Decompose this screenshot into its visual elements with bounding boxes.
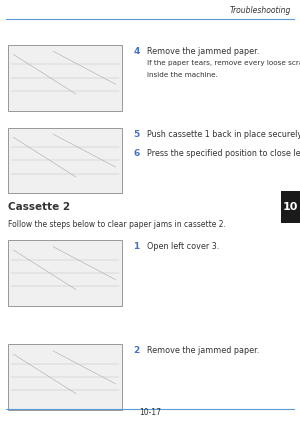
Text: Troubleshooting: Troubleshooting — [230, 6, 291, 15]
Text: Cassette 2: Cassette 2 — [8, 202, 70, 212]
Text: 10: 10 — [283, 202, 298, 212]
Text: 2: 2 — [134, 346, 140, 355]
Bar — [8, 240, 122, 306]
Text: inside the machine.: inside the machine. — [147, 72, 218, 78]
Bar — [8, 128, 122, 193]
Text: Remove the jammed paper.: Remove the jammed paper. — [147, 47, 259, 56]
Bar — [280, 191, 300, 223]
Text: 5: 5 — [134, 130, 140, 139]
Text: 4: 4 — [134, 47, 140, 56]
Text: 1: 1 — [134, 242, 140, 251]
Text: Push cassette 1 back in place securely.: Push cassette 1 back in place securely. — [147, 130, 300, 139]
Text: Open left cover 3.: Open left cover 3. — [147, 242, 219, 251]
Bar — [8, 344, 122, 410]
Text: 6: 6 — [134, 149, 140, 158]
Text: If the paper tears, remove every loose scrap from: If the paper tears, remove every loose s… — [147, 60, 300, 66]
Text: Follow the steps below to clear paper jams in cassette 2.: Follow the steps below to clear paper ja… — [8, 220, 225, 229]
Text: Press the specified position to close left cover 1.: Press the specified position to close le… — [147, 149, 300, 158]
Text: 10-17: 10-17 — [139, 408, 161, 417]
Bar — [8, 45, 122, 111]
Text: Remove the jammed paper.: Remove the jammed paper. — [147, 346, 259, 355]
